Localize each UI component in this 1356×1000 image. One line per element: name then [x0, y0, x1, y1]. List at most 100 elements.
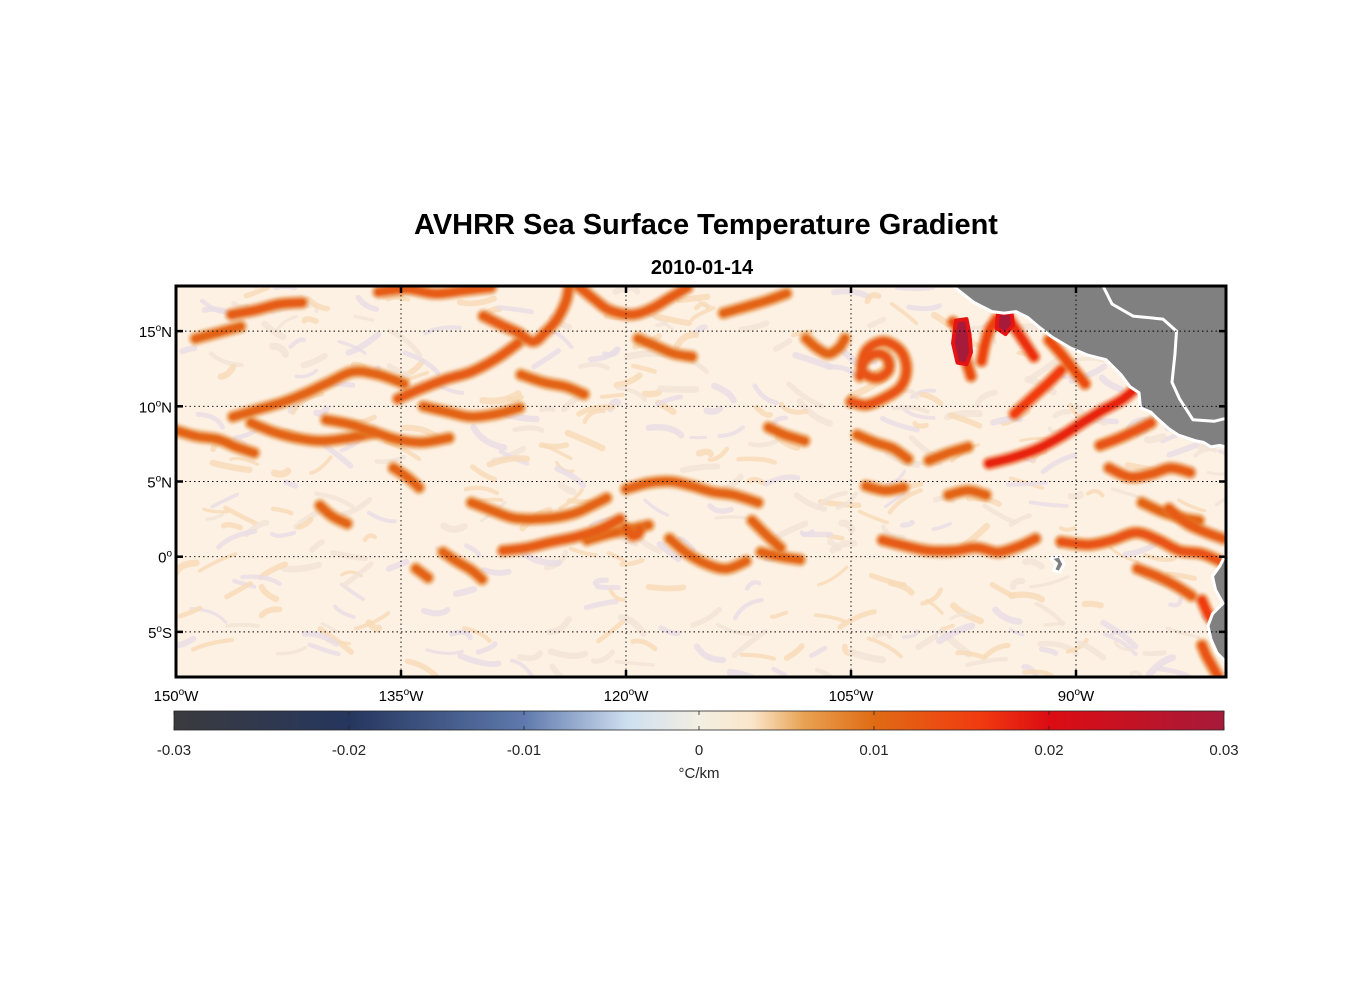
gradient-front: [1057, 528, 1226, 567]
texture-streak: [554, 465, 587, 489]
colorbar-ticks: -0.03 -0.02 -0.01 0 0.01 0.02 0.03: [157, 711, 1239, 759]
texture-streak: [990, 286, 995, 289]
texture-streak: [420, 606, 451, 617]
texture-streak: [1142, 650, 1167, 656]
texture-streak: [464, 543, 482, 558]
texture-streak: [1081, 600, 1104, 609]
texture-streak: [887, 488, 923, 515]
texture-streak: [294, 368, 319, 379]
texture-streak: [714, 515, 747, 520]
gradient-front: [925, 442, 972, 465]
chart-subtitle: 2010-01-14: [651, 257, 754, 279]
texture-streak: [716, 622, 756, 637]
texture-streak: [481, 567, 512, 576]
texture-streak: [726, 668, 759, 677]
texture-streak: [539, 406, 556, 413]
texture-streak: [542, 443, 573, 461]
texture-streak: [229, 456, 260, 466]
land-galapagos: [1049, 554, 1066, 574]
gradient-front: [622, 477, 762, 507]
texture-streak: [320, 622, 338, 633]
texture-streak: [309, 455, 333, 475]
texture-streak: [864, 292, 882, 305]
texture-streak: [1010, 577, 1026, 590]
texture-streak: [965, 657, 1008, 667]
gradient-front: [944, 486, 990, 499]
colorbar-unit-label: °C/km: [679, 765, 720, 782]
colorbar-tick-label: -0.02: [332, 742, 366, 759]
texture-streak: [457, 653, 502, 667]
gradient-front: [1105, 464, 1194, 482]
texture-streak: [1029, 575, 1070, 589]
texture-streak: [592, 577, 609, 587]
texture-streak: [814, 667, 835, 677]
texture-streak: [261, 320, 287, 340]
texture-streak: [205, 511, 225, 521]
gradient-front: [847, 337, 911, 409]
texture-streak: [314, 491, 355, 509]
texture-streak: [578, 362, 610, 371]
texture-streak: [645, 583, 687, 592]
texture-streak: [258, 583, 280, 603]
gradient-front: [419, 402, 524, 421]
texture-streak: [549, 663, 567, 677]
texture-streak: [1098, 374, 1124, 393]
texture-streak: [867, 316, 887, 329]
texture-streak: [496, 305, 534, 315]
texture-streak: [703, 405, 724, 415]
texture-streak: [753, 404, 773, 418]
gradient-front: [322, 415, 453, 447]
texture-streak: [619, 557, 645, 567]
texture-streak: [816, 490, 848, 510]
texture-streak: [309, 539, 325, 553]
texture-streak: [1102, 632, 1138, 656]
texture-streak: [612, 286, 641, 295]
texture-streak: [645, 424, 685, 439]
colorbar-tick-label: 0: [695, 742, 703, 759]
texture-streak: [270, 467, 292, 478]
texture-streak: [947, 412, 983, 429]
texture-streak: [301, 316, 319, 324]
texture-streak: [283, 479, 299, 489]
texture-streak: [676, 293, 711, 304]
texture-streak: [216, 528, 258, 550]
texture-streak: [733, 598, 764, 621]
gradient-hotspots-layer: [951, 311, 1015, 367]
texture-streak: [1022, 558, 1045, 570]
texture-streak: [835, 491, 858, 510]
texture-streak: [1143, 433, 1167, 444]
lat-tick-label: 10oN: [139, 398, 172, 416]
gradient-front: [247, 418, 377, 445]
texture-streak: [830, 288, 871, 300]
texture-streak: [1006, 480, 1049, 487]
gradient-front: [853, 430, 912, 463]
texture-streak: [736, 456, 778, 465]
texture-streak: [838, 519, 856, 534]
texture-streak: [517, 650, 543, 662]
texture-streak: [330, 550, 369, 562]
texture-streak: [837, 609, 877, 630]
texture-streak: [1052, 409, 1072, 419]
texture-streak: [1168, 596, 1183, 608]
texture-streak: [630, 638, 658, 652]
texture-streak: [1067, 490, 1084, 500]
texture-streak: [657, 385, 700, 393]
lon-tick-label: 90oW: [1058, 687, 1095, 705]
texture-streak: [269, 342, 289, 358]
texture-streak: [763, 474, 801, 487]
colorbar-tick-label: -0.01: [507, 742, 541, 759]
texture-streak: [366, 510, 397, 524]
gradient-front: [394, 339, 522, 403]
texture-streak: [738, 320, 770, 333]
texture-streak: [1038, 646, 1059, 656]
texture-streak: [673, 331, 700, 350]
texture-streak: [769, 610, 789, 619]
texture-streak: [866, 636, 904, 659]
texture-streak: [313, 405, 330, 417]
texture-streak: [576, 404, 616, 417]
texture-streak: [456, 295, 497, 307]
texture-streak: [602, 346, 621, 358]
texture-streak: [1206, 470, 1226, 476]
map-area: [176, 286, 1226, 677]
texture-streak: [690, 306, 716, 322]
